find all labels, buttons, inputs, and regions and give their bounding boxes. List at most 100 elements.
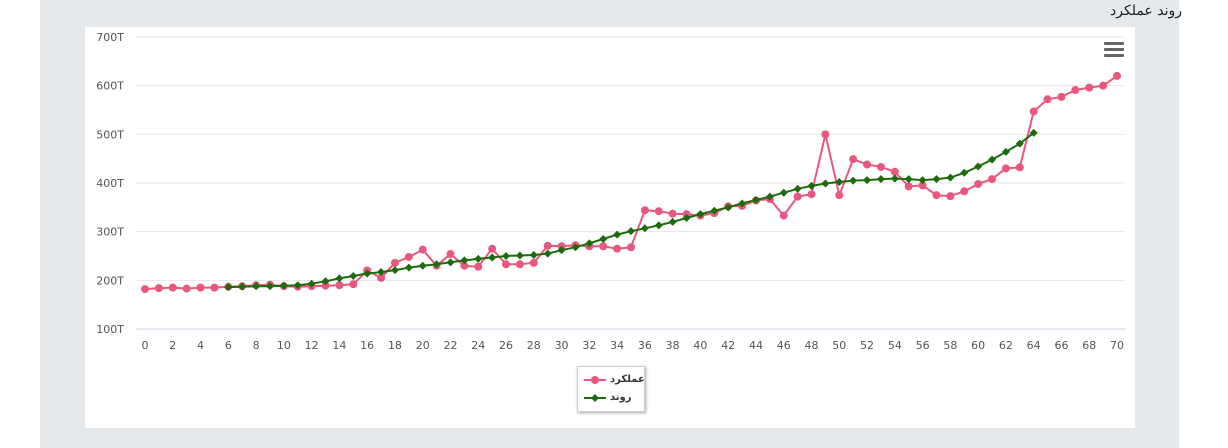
data-point[interactable] [488, 253, 497, 262]
data-point[interactable] [141, 285, 149, 294]
data-point[interactable] [460, 261, 469, 270]
data-point[interactable] [377, 268, 386, 277]
data-point[interactable] [515, 260, 524, 269]
data-point[interactable] [863, 160, 872, 169]
data-point[interactable] [432, 260, 441, 269]
data-point[interactable] [543, 241, 552, 250]
data-point[interactable] [1071, 86, 1080, 95]
data-point[interactable] [1015, 163, 1024, 172]
data-point[interactable] [154, 284, 163, 293]
data-point[interactable] [238, 282, 247, 291]
data-point[interactable] [335, 274, 344, 283]
chart-menu-button[interactable] [1104, 42, 1124, 58]
data-point[interactable] [210, 283, 219, 292]
data-point[interactable] [502, 260, 511, 269]
data-point[interactable] [821, 179, 830, 188]
data-point[interactable] [182, 284, 191, 293]
data-point[interactable] [779, 211, 788, 220]
data-point[interactable] [613, 244, 622, 253]
data-point[interactable] [654, 221, 663, 230]
data-point[interactable] [835, 178, 844, 187]
data-point[interactable] [974, 162, 983, 171]
data-point[interactable] [738, 199, 747, 208]
data-point[interactable] [321, 277, 330, 286]
data-point[interactable] [946, 192, 955, 201]
data-point[interactable] [751, 196, 760, 205]
data-point[interactable] [349, 280, 358, 289]
data-point[interactable] [904, 175, 913, 184]
data-point[interactable] [418, 261, 427, 270]
data-point[interactable] [418, 245, 427, 254]
data-point[interactable] [557, 246, 566, 255]
data-point[interactable] [682, 214, 691, 223]
data-point[interactable] [1015, 139, 1024, 148]
data-point[interactable] [849, 155, 858, 164]
data-point[interactable] [168, 283, 177, 292]
data-point[interactable] [585, 239, 594, 248]
data-point[interactable] [668, 217, 677, 226]
data-point[interactable] [404, 263, 413, 272]
data-point[interactable] [849, 176, 858, 185]
data-point[interactable] [807, 181, 816, 190]
data-point[interactable] [321, 281, 330, 290]
data-point[interactable] [307, 279, 316, 288]
data-point[interactable] [890, 167, 899, 176]
data-point[interactable] [1099, 81, 1108, 90]
data-point[interactable] [404, 252, 413, 261]
data-point[interactable] [793, 192, 802, 201]
data-point[interactable] [835, 191, 844, 200]
data-point[interactable] [446, 258, 455, 267]
data-point[interactable] [627, 227, 635, 236]
data-point[interactable] [724, 203, 733, 212]
data-point[interactable] [529, 258, 538, 267]
data-point[interactable] [1001, 147, 1010, 156]
data-point[interactable] [599, 234, 608, 243]
data-point[interactable] [252, 282, 261, 291]
data-point[interactable] [335, 281, 344, 290]
data-point[interactable] [988, 175, 997, 184]
data-point[interactable] [1029, 107, 1038, 116]
data-point[interactable] [904, 182, 913, 191]
data-point[interactable] [890, 174, 899, 183]
data-point[interactable] [627, 243, 635, 252]
data-point[interactable] [960, 187, 969, 196]
data-point[interactable] [390, 266, 399, 275]
data-point[interactable] [793, 184, 802, 193]
data-point[interactable] [599, 242, 608, 251]
data-point[interactable] [224, 283, 233, 292]
data-point[interactable] [640, 206, 649, 215]
data-point[interactable] [488, 244, 497, 253]
data-point[interactable] [765, 192, 774, 201]
data-point[interactable] [279, 281, 288, 290]
data-point[interactable] [876, 175, 885, 184]
data-point[interactable] [710, 206, 719, 215]
data-point[interactable] [349, 271, 358, 280]
data-point[interactable] [460, 256, 469, 265]
data-point[interactable] [543, 249, 552, 258]
data-point[interactable] [571, 243, 580, 252]
legend-item-trend[interactable]: روند [582, 391, 642, 405]
data-point[interactable] [932, 191, 941, 200]
data-point[interactable] [196, 283, 205, 292]
data-point[interactable] [918, 181, 927, 190]
data-point[interactable] [863, 176, 872, 185]
data-point[interactable] [265, 282, 274, 291]
data-point[interactable] [1001, 164, 1010, 173]
data-point[interactable] [613, 230, 622, 239]
data-point[interactable] [446, 250, 455, 259]
data-point[interactable] [377, 273, 386, 282]
data-point[interactable] [474, 262, 483, 271]
data-point[interactable] [654, 207, 663, 216]
data-point[interactable] [640, 224, 649, 233]
data-point[interactable] [918, 176, 927, 185]
data-point[interactable] [1043, 95, 1052, 104]
data-point[interactable] [668, 209, 677, 218]
data-point[interactable] [696, 210, 705, 219]
data-point[interactable] [1029, 128, 1038, 137]
legend-item-performance[interactable]: عملکرد [582, 373, 645, 387]
data-point[interactable] [946, 173, 955, 182]
data-point[interactable] [293, 281, 302, 290]
data-point[interactable] [474, 254, 483, 263]
data-point[interactable] [821, 130, 830, 139]
data-point[interactable] [807, 190, 816, 199]
